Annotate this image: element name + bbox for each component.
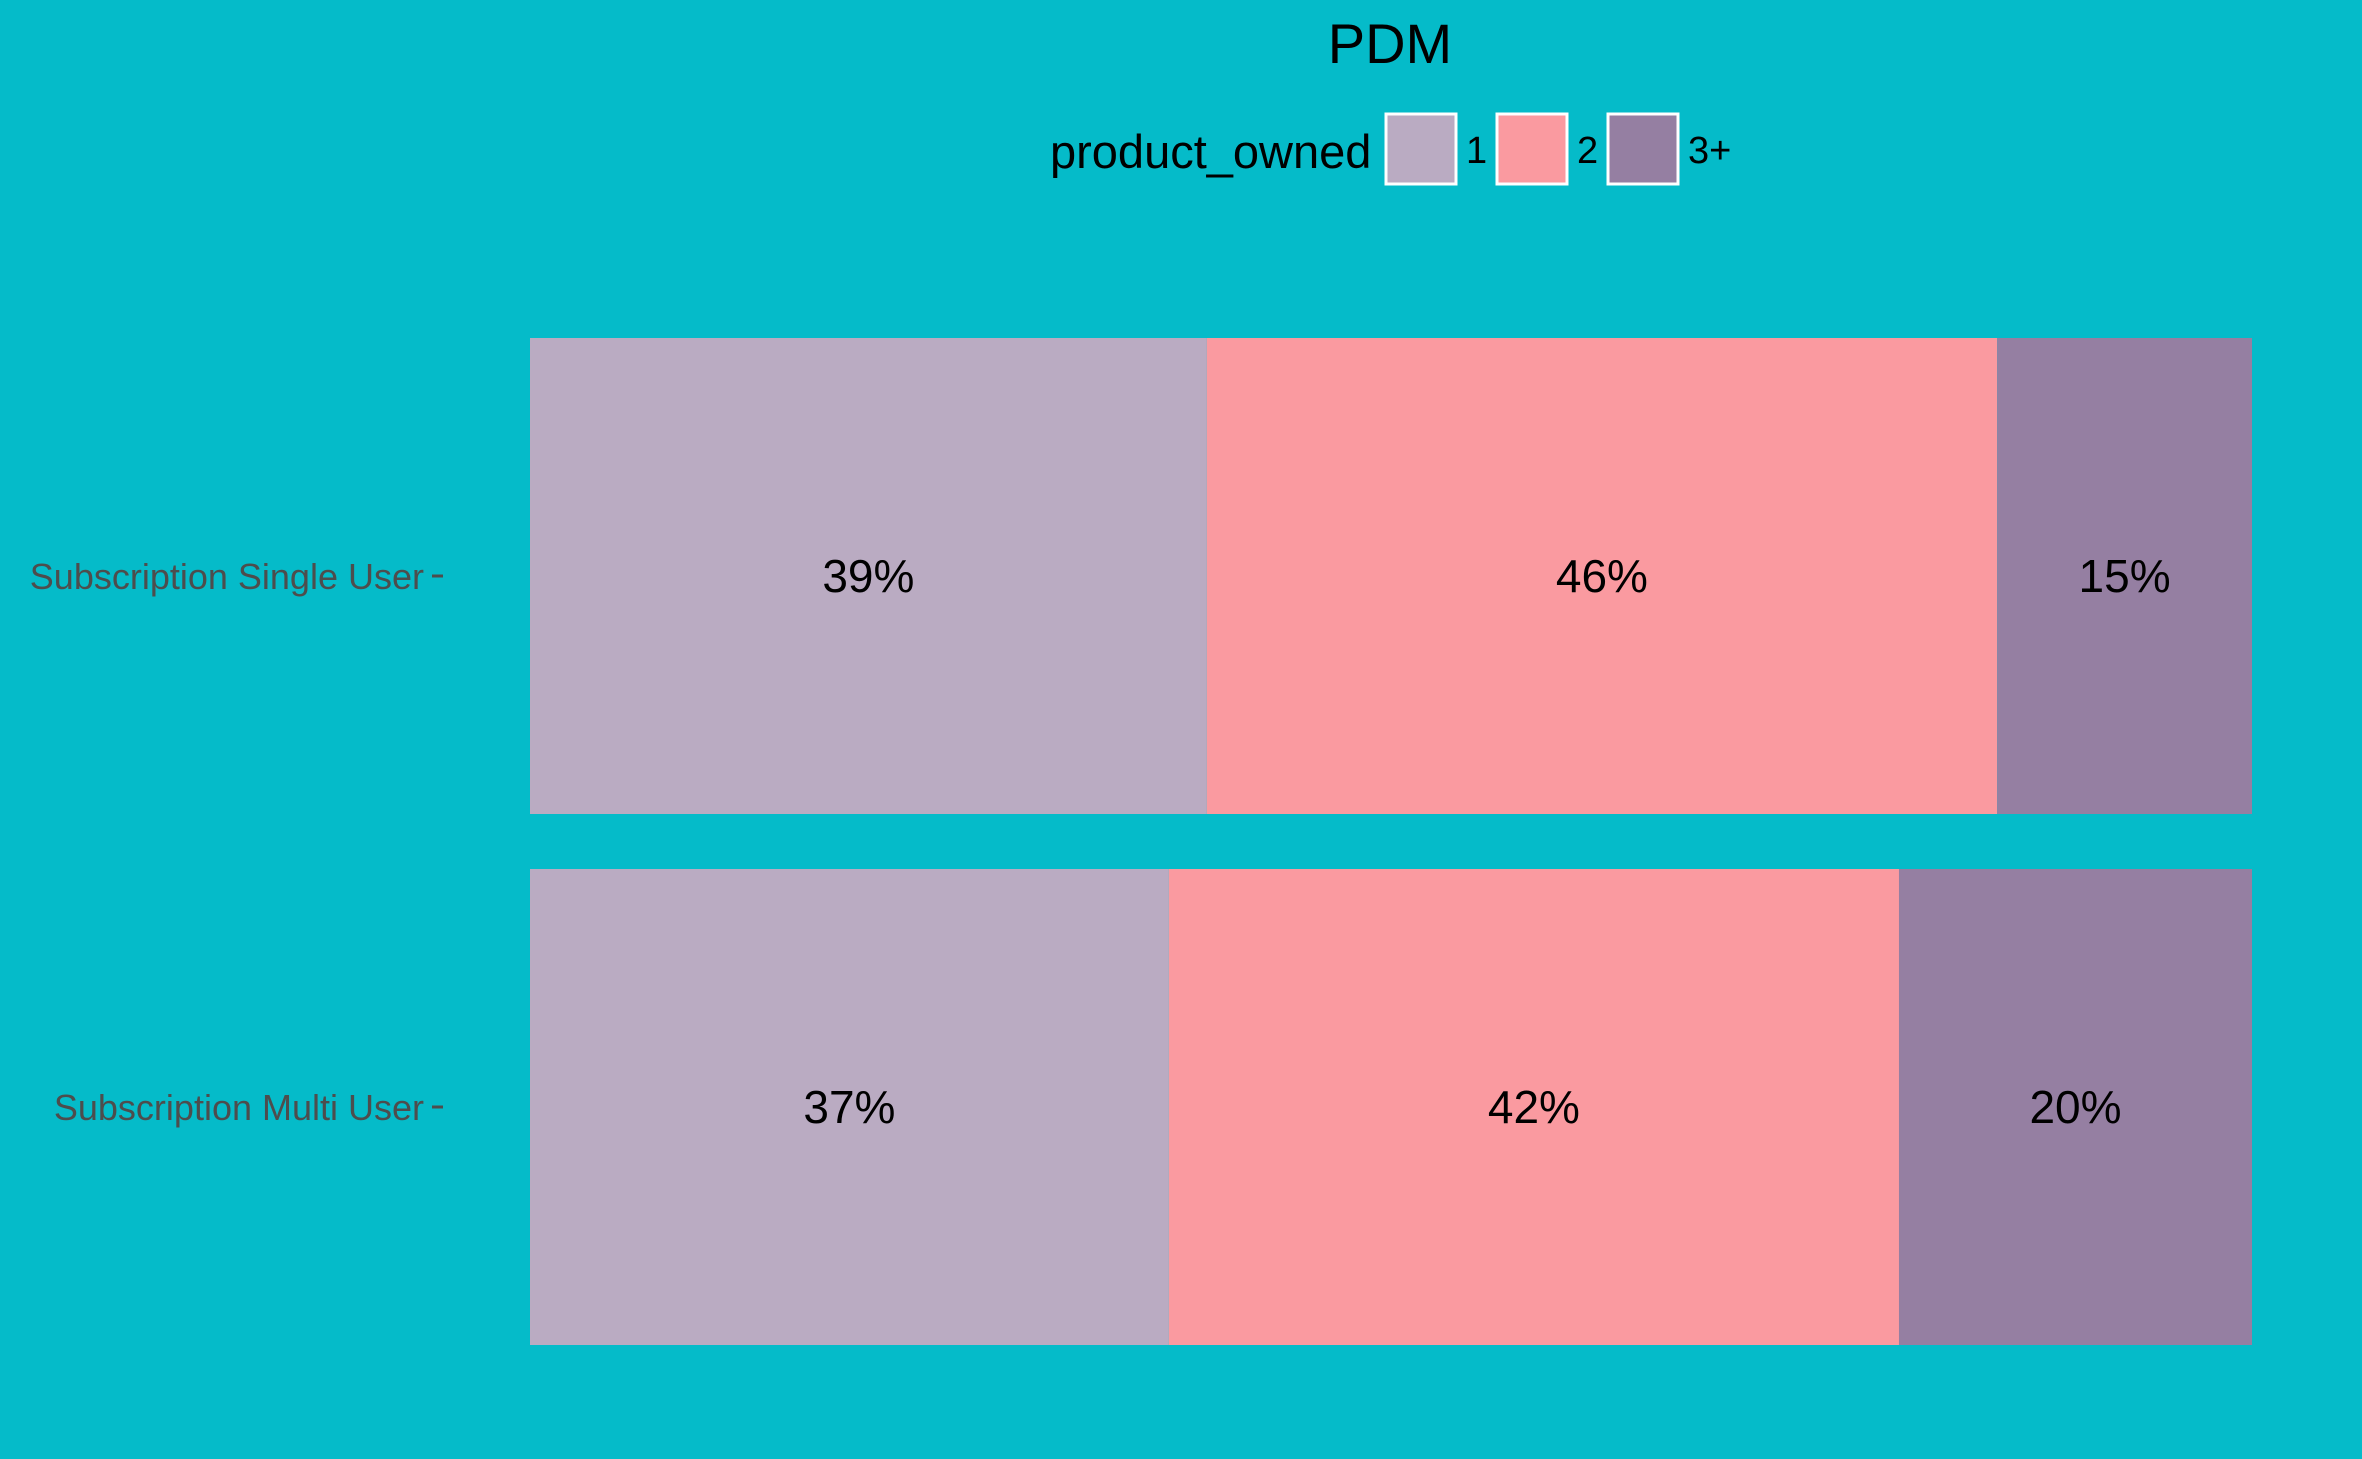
legend-key-2 bbox=[1495, 112, 1569, 186]
bar-segment-1 bbox=[530, 338, 1207, 814]
legend-title: product_owned bbox=[1050, 125, 1371, 178]
chart-title: PDM bbox=[1328, 12, 1452, 75]
data-label: 20% bbox=[2029, 1081, 2121, 1133]
bar-segment-3 bbox=[1997, 338, 2252, 814]
y-tick-label: Subscription Multi User bbox=[54, 1087, 424, 1128]
bar-segment-3 bbox=[1898, 869, 2252, 1345]
bar-segment-1 bbox=[530, 869, 1169, 1345]
legend-label-2: 2 bbox=[1577, 130, 1598, 172]
legend-label-3: 3+ bbox=[1688, 130, 1731, 172]
y-axis: Subscription Single User Subscription Mul… bbox=[30, 556, 443, 1128]
y-tick-label: Subscription Single User bbox=[30, 556, 424, 597]
bar-segment-2 bbox=[1168, 869, 1899, 1345]
data-label: 37% bbox=[803, 1081, 895, 1133]
legend-key-1 bbox=[1384, 112, 1458, 186]
data-label: 42% bbox=[1488, 1081, 1580, 1133]
bar-segment-2 bbox=[1206, 338, 1998, 814]
data-label: 15% bbox=[2079, 550, 2171, 602]
bars-layer: 39% 46% 15% 37% 42% 20% bbox=[530, 338, 2252, 1345]
legend-key-3 bbox=[1606, 112, 1680, 186]
data-label: 46% bbox=[1556, 550, 1648, 602]
data-label: 39% bbox=[822, 550, 914, 602]
legend-label-1: 1 bbox=[1466, 130, 1487, 172]
legend: product_owned 1 2 3+ bbox=[1050, 112, 1731, 186]
